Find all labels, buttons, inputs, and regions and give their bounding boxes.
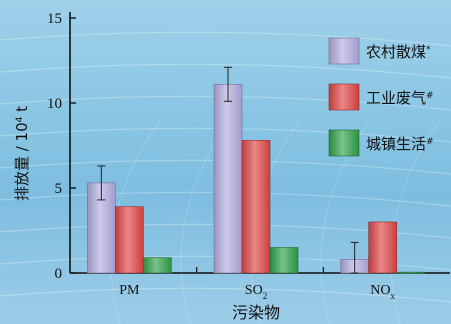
y-axis-title: 排放量 / 104 t bbox=[13, 106, 31, 201]
legend-label: 工业废气# bbox=[366, 89, 434, 107]
y-tick-label: 5 bbox=[55, 181, 63, 197]
bar-NOx-城镇生活 bbox=[396, 271, 425, 274]
error-bar bbox=[97, 165, 106, 201]
error-bar bbox=[224, 66, 232, 102]
x-axis-title: 污染物 bbox=[232, 303, 280, 322]
y-tick-label: 0 bbox=[55, 266, 63, 282]
legend-label: 农村散煤* bbox=[366, 43, 431, 61]
legend-swatch bbox=[328, 129, 360, 157]
legend-label: 城镇生活# bbox=[366, 135, 434, 153]
x-tick-label: PM bbox=[119, 283, 140, 298]
bar-PM-工业废气 bbox=[115, 206, 144, 274]
error-bar bbox=[350, 241, 359, 274]
legend-swatch bbox=[328, 83, 360, 111]
bar-PM-城镇生活 bbox=[143, 257, 172, 274]
x-tick-label: NOx bbox=[370, 283, 395, 301]
y-tick-label: 15 bbox=[47, 11, 62, 27]
y-tick-label: 10 bbox=[47, 96, 62, 112]
legend-swatch bbox=[328, 37, 360, 65]
bar-SO2-城镇生活 bbox=[269, 247, 299, 274]
bar-SO2-工业废气 bbox=[241, 140, 271, 274]
bar-NOx-工业废气 bbox=[368, 221, 397, 274]
legend: 农村散煤* 工业废气# 城镇生活# bbox=[328, 37, 434, 157]
bar-SO2-农村散煤 bbox=[213, 84, 243, 274]
x-tick-label: SO2 bbox=[245, 283, 267, 301]
